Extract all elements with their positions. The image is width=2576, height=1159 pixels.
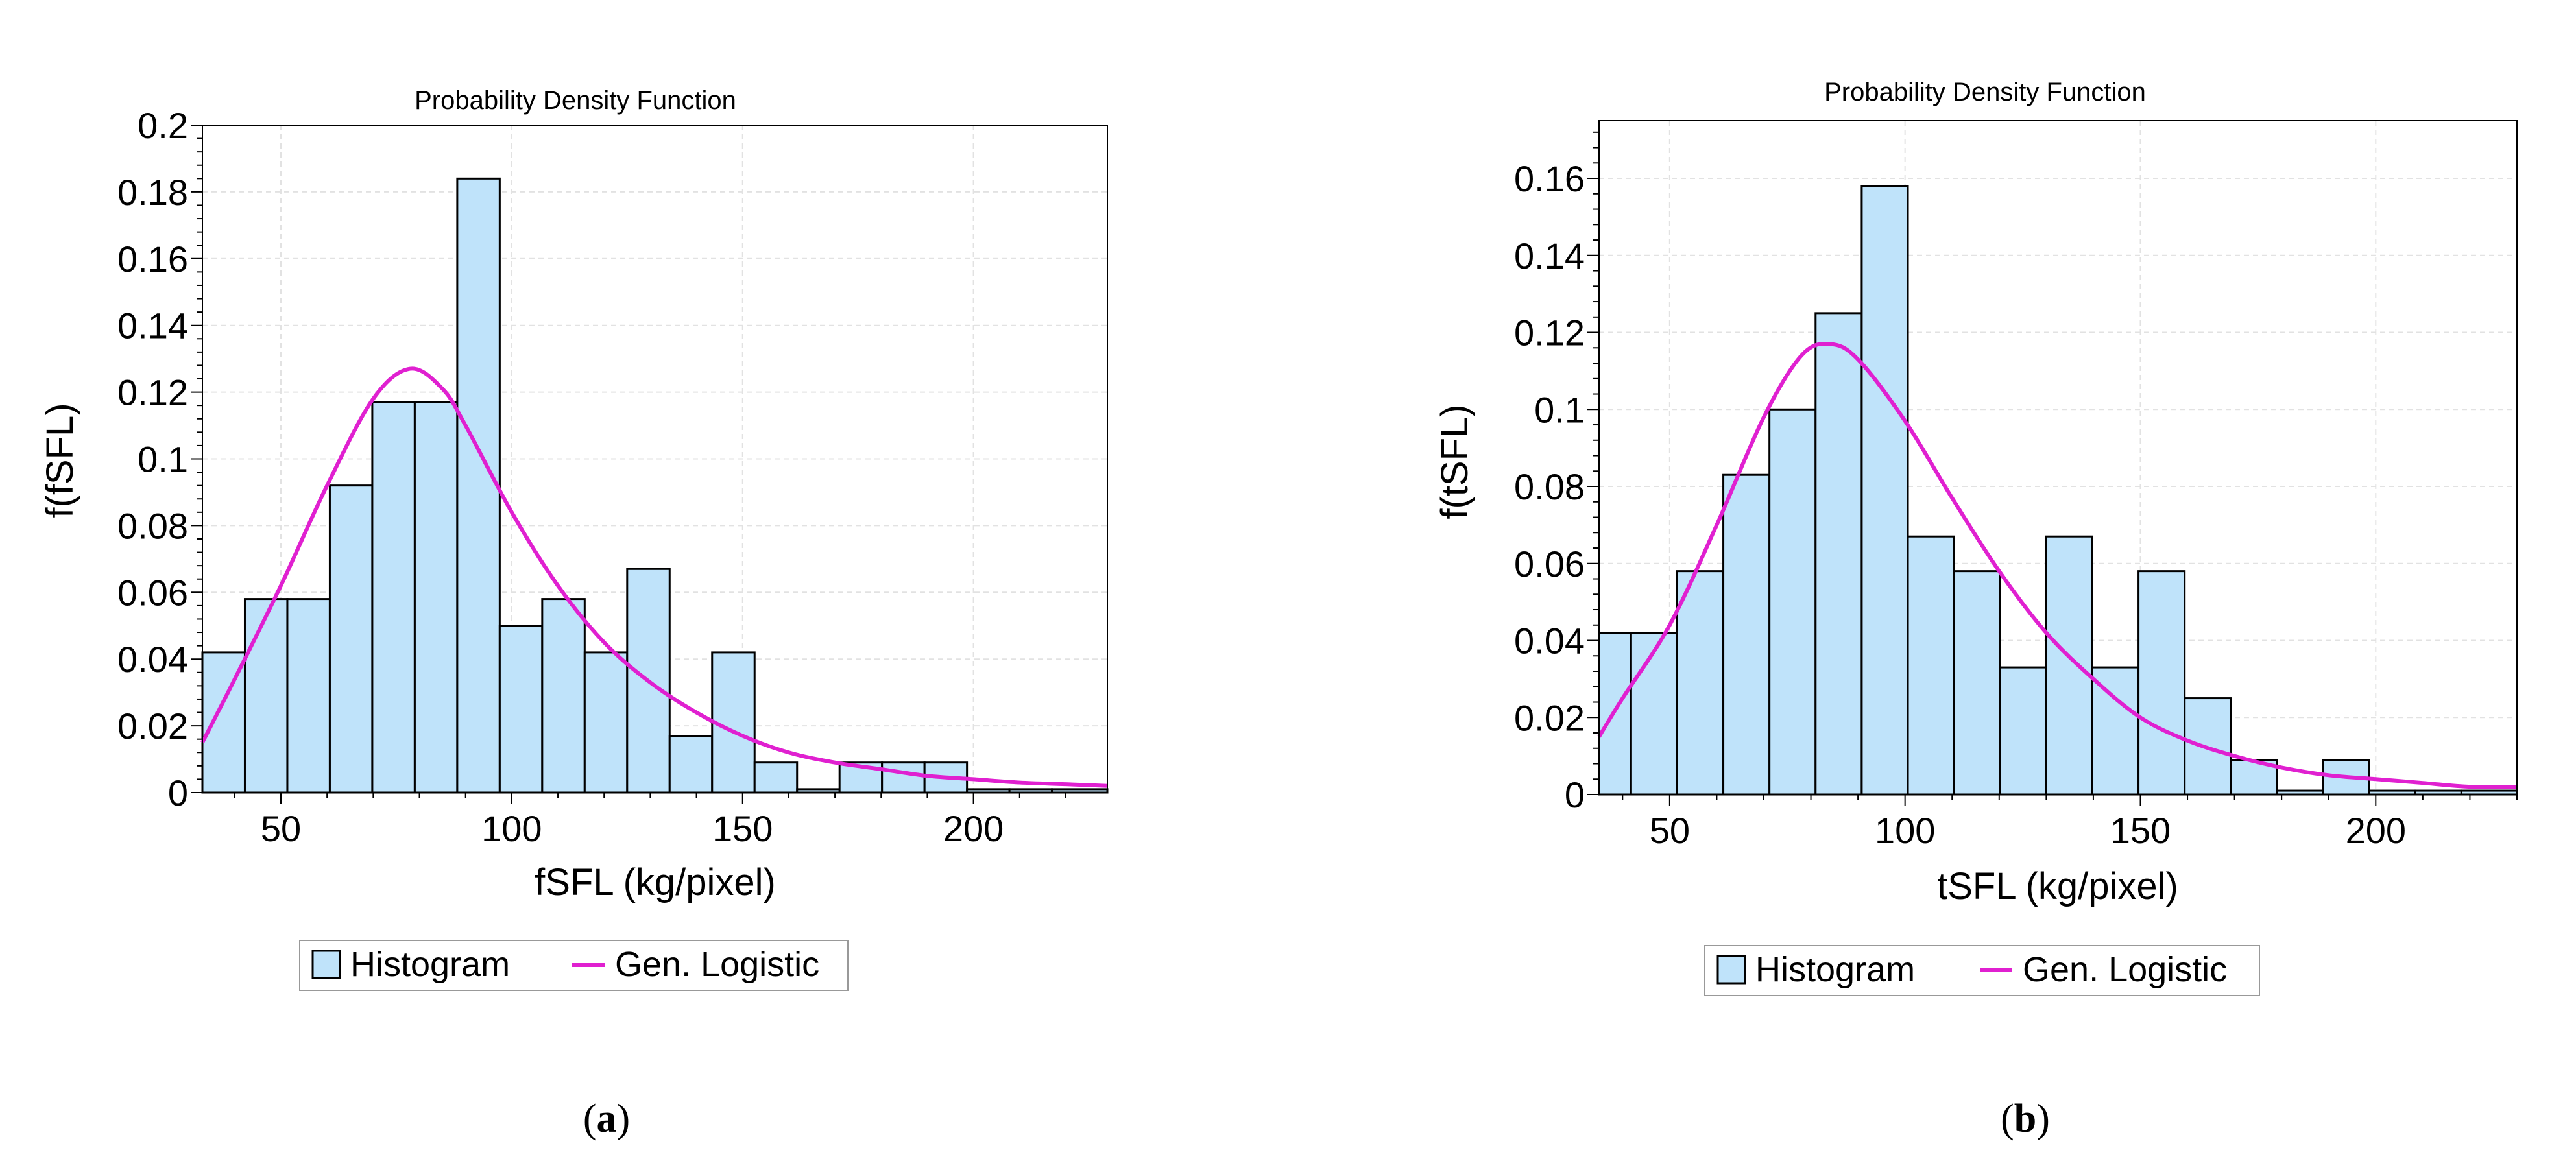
chart-b-histogram-bar	[1722, 473, 1771, 796]
chart-b-y-tick-label: 0.1	[1534, 389, 1585, 430]
chart-a-y-tick-label: 0.06	[117, 572, 188, 613]
chart-b-legend-curve-label: Gen. Logistic	[2023, 950, 2227, 989]
chart-a-x-axis-label: fSFL (kg/pixel)	[535, 861, 776, 903]
chart-a-histogram-bar	[413, 401, 459, 794]
chart-b-histogram-bar	[2137, 570, 2186, 796]
chart-b-y-tick-label: 0	[1565, 774, 1585, 815]
chart-a-histogram-bar	[328, 484, 374, 794]
chart-a-y-tick-label: 0.18	[117, 172, 188, 213]
chart-a-caption-letter: a	[597, 1097, 617, 1141]
chart-a-y-tick-label: 0.16	[117, 239, 188, 280]
chart-b-y-tick-labels: 0 0.02 0.04 0.06 0.08 0.1 0.12 0.14 0.16	[1514, 158, 1585, 815]
chart-a-plot-frame	[202, 125, 1108, 793]
chart-a-x-tick-label: 150	[712, 808, 773, 849]
chart-b-histogram-bar	[1768, 408, 1817, 796]
chart-a: Probability Density Function 0 0.02 0.04 0.…	[39, 86, 1109, 1141]
chart-b-histogram	[1598, 185, 2518, 796]
chart-a-histogram-bar	[711, 651, 756, 794]
chart-a-histogram	[201, 177, 1109, 794]
chart-a-y-tick-label: 0.04	[117, 639, 188, 680]
chart-b-y-tick-label: 0.14	[1514, 235, 1585, 276]
chart-a-legend-histogram-label: Histogram	[350, 945, 510, 984]
chart-a-title: Probability Density Function	[415, 86, 736, 115]
chart-a-x-tick-label: 200	[943, 808, 1004, 849]
chart-b-histogram-bar	[1630, 632, 1678, 796]
chart-b-y-tick-label: 0.16	[1514, 158, 1585, 199]
chart-b-histogram-bar	[1999, 666, 2047, 796]
chart-a-x-tick-labels: 50 100 150 200	[261, 808, 1004, 849]
chart-a-histogram-bar	[243, 598, 289, 794]
chart-b-x-tick-label: 150	[2110, 810, 2171, 851]
chart-b-x-tick-labels: 50 100 150 200	[1650, 810, 2406, 851]
chart-a-histogram-bar	[498, 625, 544, 794]
chart-a-x-tick-label: 50	[261, 808, 301, 849]
chart-b-x-tick-label: 50	[1650, 810, 1690, 851]
chart-b: Probability Density Function 0 0.02 0.04 0.…	[1434, 78, 2518, 1141]
chart-b-y-tick-label: 0.12	[1514, 313, 1585, 353]
chart-b-histogram-bar	[1907, 535, 1955, 796]
chart-a-legend-histogram-swatch	[311, 950, 341, 979]
chart-a-histogram-bar	[668, 735, 714, 794]
chart-a-y-tick-label: 0.08	[117, 505, 188, 546]
chart-a-legend: Histogram Gen. Logistic	[299, 940, 849, 991]
chart-a-caption: (a)	[583, 1097, 630, 1141]
chart-a-y-tick-label: 0.14	[117, 305, 188, 346]
chart-b-caption-letter: b	[2014, 1097, 2036, 1141]
chart-a-y-tick-label: 0.12	[117, 372, 188, 413]
chart-a-y-axis-label: f(fSFL)	[39, 403, 81, 518]
chart-b-y-axis-label: f(tSFL)	[1434, 404, 1476, 519]
chart-b-histogram-bar	[1953, 570, 2001, 796]
chart-b-legend-histogram-label: Histogram	[1755, 950, 1915, 989]
chart-a-gen-logistic-curve	[200, 366, 1108, 788]
chart-b-plot-frame	[1598, 120, 2518, 795]
chart-a-y-tick-label: 0	[168, 772, 188, 813]
chart-b-caption: (b)	[2001, 1097, 2050, 1141]
chart-b-y-tick-label: 0.02	[1514, 697, 1585, 738]
chart-b-y-tick-label: 0.06	[1514, 544, 1585, 584]
chart-b-histogram-bar	[1676, 570, 1725, 796]
chart-b-x-tick-label: 200	[2346, 810, 2406, 851]
chart-b-x-axis-label: tSFL (kg/pixel)	[1937, 865, 2178, 907]
chart-a-y-tick-label: 0.02	[117, 706, 188, 747]
chart-b-histogram-bar	[1814, 312, 1863, 796]
chart-a-histogram-bar	[286, 598, 331, 794]
chart-a-y-tick-labels: 0 0.02 0.04 0.06 0.08 0.1 0.12 0.14 0.16 0.18 0.2	[117, 105, 188, 813]
chart-b-y-tick-label: 0.08	[1514, 466, 1585, 507]
chart-b-title: Probability Density Function	[1824, 78, 2146, 106]
chart-a-histogram-bar	[371, 401, 416, 794]
chart-a-histogram-bar	[583, 651, 629, 794]
chart-b-gen-logistic-curve	[1597, 342, 2518, 789]
chart-b-y-tick-label: 0.04	[1514, 621, 1585, 662]
chart-a-y-tick-label: 0.2	[138, 105, 188, 146]
chart-a-histogram-bar	[753, 761, 799, 794]
chart-a-legend-curve-label: Gen. Logistic	[615, 945, 819, 984]
chart-b-histogram-bar	[1860, 185, 1909, 796]
chart-b-ticks	[1587, 131, 2518, 806]
chart-a-histogram-bar	[541, 598, 586, 794]
chart-b-legend-histogram-swatch	[1716, 955, 1746, 985]
chart-a-histogram-bar	[456, 177, 501, 794]
chart-b-x-tick-label: 100	[1875, 810, 1935, 851]
chart-b-histogram-bar	[2045, 535, 2093, 796]
chart-a-y-tick-label: 0.1	[138, 439, 188, 480]
chart-a-x-tick-label: 100	[481, 808, 542, 849]
chart-a-ticks	[191, 125, 1066, 804]
chart-a-histogram-bar	[881, 761, 926, 794]
chart-b-legend: Histogram Gen. Logistic	[1704, 945, 2260, 996]
